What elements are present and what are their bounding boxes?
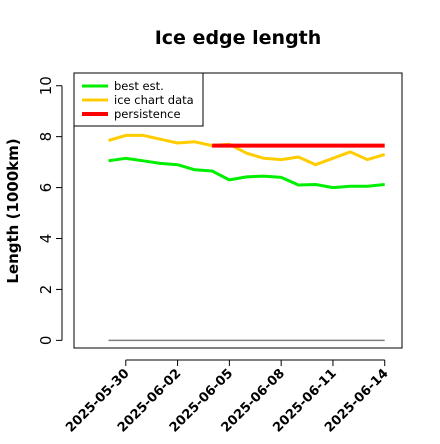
plot-frame	[73, 72, 403, 349]
legend-box	[73, 72, 204, 127]
y-tick-label-0: 0	[37, 336, 55, 346]
legend-label-0: best est.	[114, 79, 164, 93]
y-tick-label-2: 2	[37, 285, 55, 295]
y-tick-label-4: 4	[37, 234, 55, 244]
legend-label-2: persistence	[114, 107, 181, 121]
series-layer	[108, 133, 386, 342]
y-tick-label-10: 10	[37, 76, 55, 95]
y-axis-label: Length (1000km)	[4, 138, 22, 283]
chart-title: Ice edge length	[155, 27, 322, 49]
y-tick-label-6: 6	[37, 183, 55, 193]
x-axis: 2025-05-302025-06-022025-06-052025-06-08…	[63, 359, 392, 436]
y-tick-label-8: 8	[37, 132, 55, 142]
series-line-best-est-	[108, 156, 385, 190]
legend-label-1: ice chart data	[114, 93, 194, 107]
y-axis: 0 2 4 6 8 10	[37, 76, 63, 346]
series-line-ice-chart-data	[108, 133, 386, 167]
